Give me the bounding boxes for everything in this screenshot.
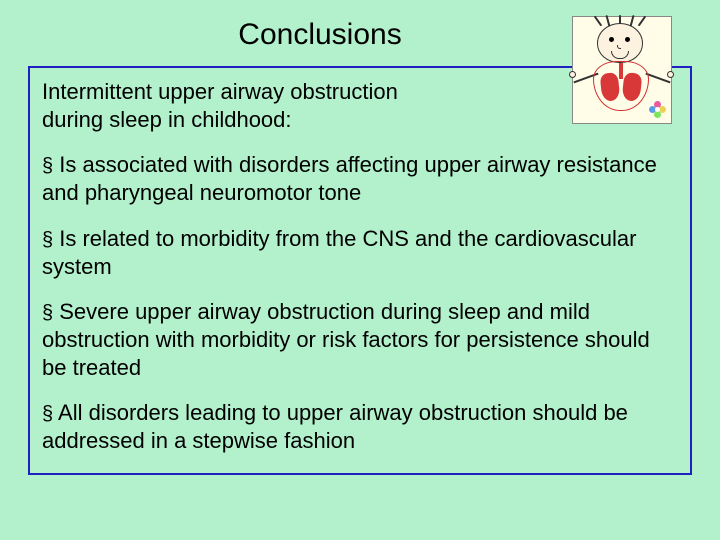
bullet-symbol: § <box>42 402 53 427</box>
intro-line-1: Intermittent upper airway obstruction <box>42 79 398 104</box>
bullet-symbol: § <box>42 301 53 326</box>
intro-text: Intermittent upper airway obstruction du… <box>42 78 462 133</box>
bullet-text: Severe upper airway obstruction during s… <box>42 299 650 380</box>
intro-line-2: during sleep in childhood: <box>42 107 292 132</box>
child-lungs-illustration <box>572 16 672 124</box>
bullet-symbol: § <box>42 154 53 179</box>
bullet-text: Is associated with disorders affecting u… <box>42 152 657 205</box>
bullet-text: Is related to morbidity from the CNS and… <box>42 226 636 279</box>
bullet-item: § Is related to morbidity from the CNS a… <box>42 225 678 281</box>
content-box: Intermittent upper airway obstruction du… <box>28 66 692 475</box>
bullet-item: § All disorders leading to upper airway … <box>42 399 678 455</box>
bullet-item: § Severe upper airway obstruction during… <box>42 298 678 381</box>
bullet-symbol: § <box>42 228 53 253</box>
bullet-text: All disorders leading to upper airway ob… <box>42 400 628 453</box>
bullet-item: § Is associated with disorders affecting… <box>42 151 678 207</box>
